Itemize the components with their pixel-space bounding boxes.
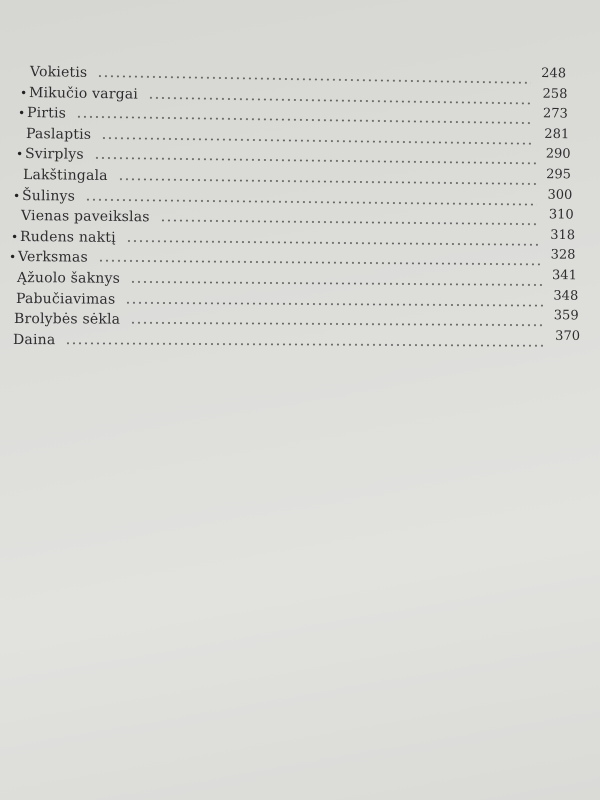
dot-leader <box>159 219 539 226</box>
dot-leader <box>130 321 545 327</box>
dot-leader <box>129 280 542 287</box>
dot-leader <box>124 301 543 307</box>
toc-entry: Brolybės sėkla 359 <box>14 308 579 332</box>
entry-page-number: 300 <box>547 187 573 203</box>
dot-leader <box>64 342 545 347</box>
entry-title: Verksmas <box>18 249 89 266</box>
bullet-mark: • <box>18 106 26 121</box>
bullet-mark: • <box>19 85 27 100</box>
dot-leader <box>118 178 537 185</box>
entry-page-number: 310 <box>548 207 574 223</box>
entry-page-number: 273 <box>543 106 569 122</box>
entry-page-number: 290 <box>545 146 571 163</box>
entry-page-number: 318 <box>549 227 575 243</box>
entry-title: Ąžuolo šaknys <box>16 270 120 287</box>
entry-title: Daina <box>12 331 56 349</box>
entry-title: Pirtis <box>27 105 67 122</box>
entry-page-number: 359 <box>554 308 579 324</box>
entry-title: Paslaptis <box>25 125 92 143</box>
entry-page-number: 348 <box>552 288 578 304</box>
dot-leader <box>101 136 534 145</box>
entry-title: Brolybės sėkla <box>14 311 121 328</box>
entry-title: Šulinys <box>22 187 76 205</box>
entry-title: Pabučiavimas <box>15 290 116 308</box>
toc-entry: Daina 370 <box>12 328 581 353</box>
dot-leader <box>76 115 534 125</box>
entry-title: Lakštingala <box>23 167 109 184</box>
entry-page-number: 295 <box>546 167 572 183</box>
bullet-mark: • <box>15 147 23 162</box>
entry-title: Svirplys <box>24 146 84 164</box>
entry-title: Rudens naktį <box>19 228 116 246</box>
entry-page-number: 328 <box>550 247 576 264</box>
bullet-mark: • <box>13 188 21 203</box>
entry-page-number: 341 <box>551 268 577 284</box>
bullet-mark: • <box>9 250 17 265</box>
dot-leader <box>98 260 541 266</box>
dot-leader <box>93 157 536 165</box>
entry-page-number: 258 <box>542 86 568 102</box>
entry-page-number: 370 <box>555 328 581 344</box>
dot-leader <box>147 96 532 105</box>
dot-leader <box>96 75 531 84</box>
bullet-mark: • <box>10 229 18 244</box>
entry-title: Vokietis <box>29 64 88 81</box>
entry-page-number: 248 <box>541 66 567 82</box>
dot-leader <box>125 239 540 246</box>
entry-title: Vienas paveikslas <box>20 208 150 226</box>
dot-leader <box>85 198 538 206</box>
entry-title: Mikučio vargai <box>28 84 138 103</box>
entry-page-number: 281 <box>544 126 570 143</box>
